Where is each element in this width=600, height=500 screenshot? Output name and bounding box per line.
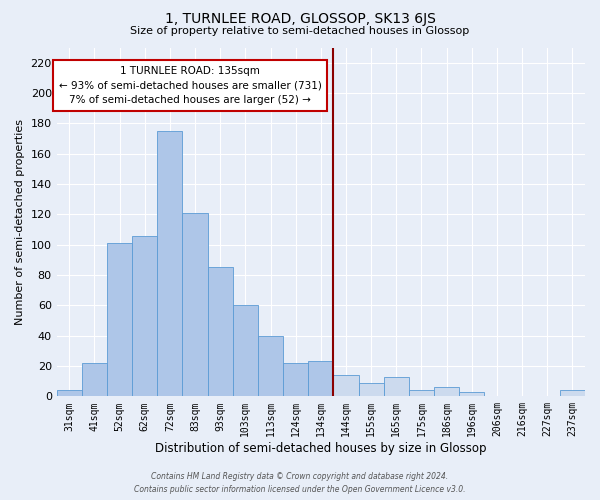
Bar [359, 382, 384, 396]
Y-axis label: Number of semi-detached properties: Number of semi-detached properties [15, 119, 25, 325]
Text: 1, TURNLEE ROAD, GLOSSOP, SK13 6JS: 1, TURNLEE ROAD, GLOSSOP, SK13 6JS [164, 12, 436, 26]
Bar [409, 390, 434, 396]
Bar [258, 336, 283, 396]
Bar [283, 363, 308, 396]
Text: Size of property relative to semi-detached houses in Glossop: Size of property relative to semi-detach… [130, 26, 470, 36]
Bar [56, 390, 82, 396]
Bar [233, 306, 258, 396]
Bar [308, 362, 334, 396]
Bar [434, 387, 459, 396]
Bar [157, 131, 182, 396]
Bar [107, 243, 132, 396]
Bar [82, 363, 107, 396]
Bar [182, 213, 208, 396]
Bar [459, 392, 484, 396]
Bar [334, 375, 359, 396]
Bar [384, 376, 409, 396]
Text: 1 TURNLEE ROAD: 135sqm
← 93% of semi-detached houses are smaller (731)
7% of sem: 1 TURNLEE ROAD: 135sqm ← 93% of semi-det… [59, 66, 322, 106]
X-axis label: Distribution of semi-detached houses by size in Glossop: Distribution of semi-detached houses by … [155, 442, 487, 455]
Text: Contains HM Land Registry data © Crown copyright and database right 2024.
Contai: Contains HM Land Registry data © Crown c… [134, 472, 466, 494]
Bar [132, 236, 157, 396]
Bar [208, 268, 233, 396]
Bar [560, 390, 585, 396]
